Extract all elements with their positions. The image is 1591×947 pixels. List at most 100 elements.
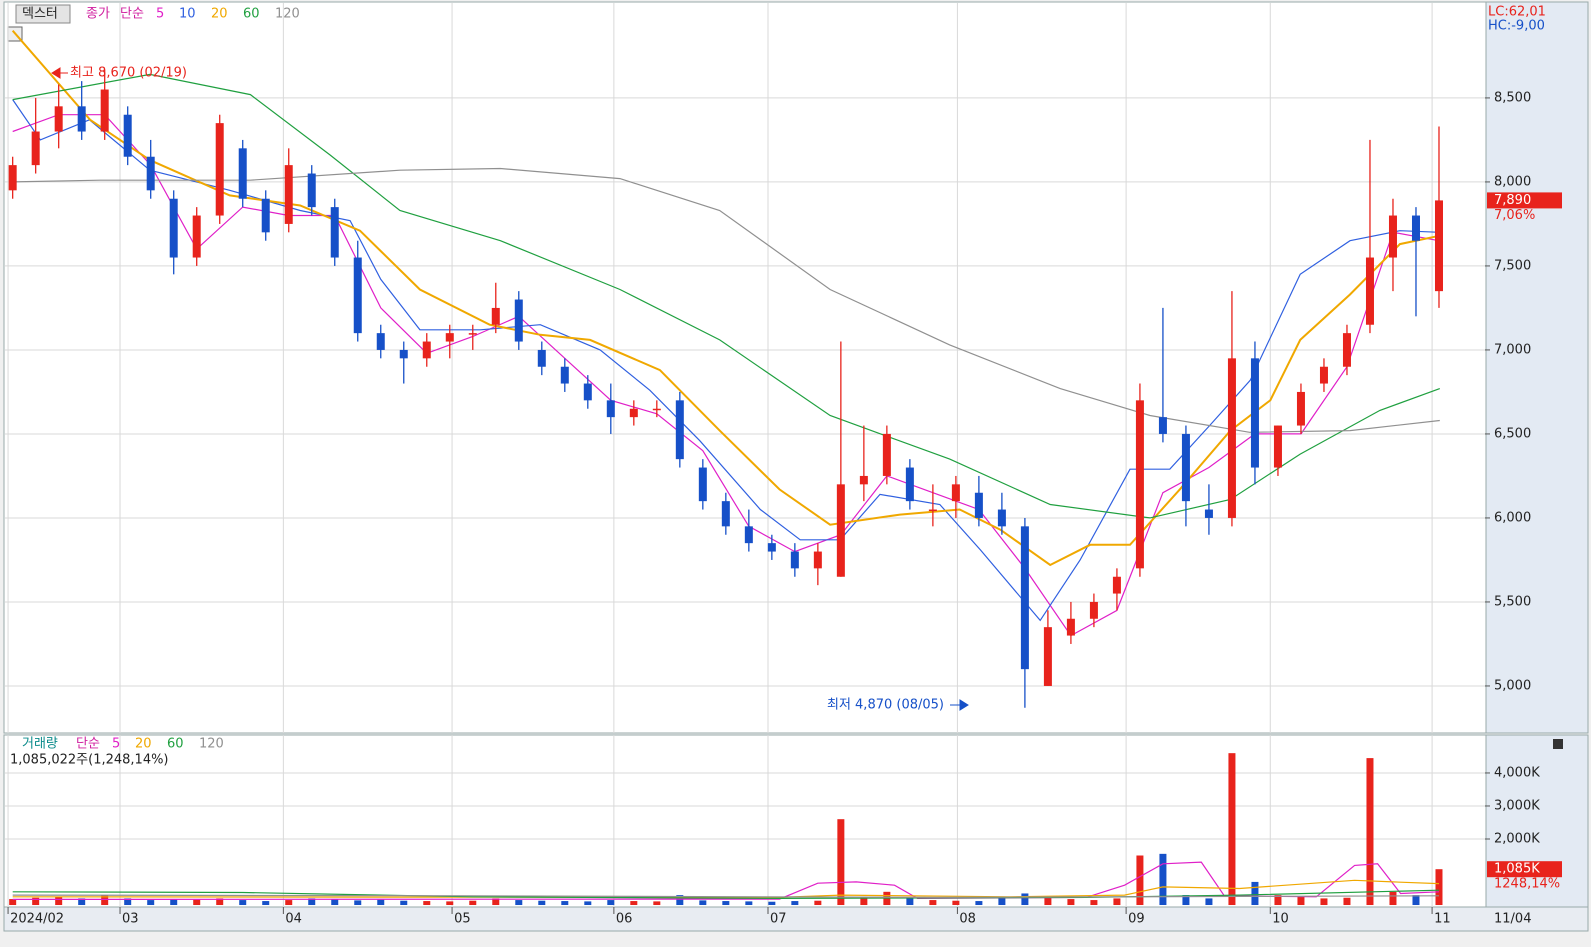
x-axis-end-label: 11/04 bbox=[1494, 912, 1531, 927]
volume-bar bbox=[216, 898, 224, 906]
legend-entry: 120 bbox=[275, 7, 300, 22]
volume-bar bbox=[1113, 898, 1121, 906]
candle-body bbox=[974, 492, 983, 518]
candle-body bbox=[146, 156, 155, 191]
candle-body bbox=[1273, 425, 1282, 468]
candle-body bbox=[422, 341, 431, 359]
volume-bar bbox=[837, 819, 845, 906]
volume-bar bbox=[239, 900, 247, 906]
volume-legend-entry: 5 bbox=[112, 737, 120, 752]
volume-bar bbox=[308, 898, 316, 906]
candle-body bbox=[31, 131, 40, 166]
candle-body bbox=[1158, 417, 1167, 434]
volume-bar bbox=[262, 901, 270, 906]
candle-body bbox=[1020, 526, 1029, 670]
volume-bar bbox=[1044, 896, 1052, 906]
x-tick-label: 09 bbox=[1128, 912, 1145, 927]
candle-body bbox=[951, 484, 960, 502]
candle-body bbox=[790, 551, 799, 569]
volume-bar bbox=[584, 901, 592, 906]
last-volume: 1,085K bbox=[1494, 862, 1540, 877]
volume-bar bbox=[1366, 758, 1374, 906]
volume-bar bbox=[446, 901, 454, 906]
x-tick-label: 10 bbox=[1272, 912, 1289, 927]
candle-body bbox=[744, 526, 753, 544]
volume-bar bbox=[1435, 869, 1443, 906]
candle-body bbox=[445, 333, 454, 342]
volume-bar bbox=[768, 901, 776, 906]
price-pane bbox=[3, 1, 1487, 734]
candle-body bbox=[1066, 618, 1075, 636]
volume-bar bbox=[1067, 899, 1075, 906]
ma-label: 단순 bbox=[120, 7, 144, 22]
x-tick-label: 08 bbox=[959, 912, 976, 927]
last-price: 7,890 bbox=[1494, 193, 1531, 208]
volume-bar bbox=[354, 900, 362, 906]
y-tick-label: 6,000 bbox=[1494, 510, 1531, 525]
candle-body bbox=[514, 299, 523, 342]
low-annotation: 최저 4,870 (08/05) bbox=[827, 698, 944, 713]
candle-body bbox=[77, 106, 86, 132]
candle-body bbox=[721, 501, 730, 527]
ma-line bbox=[12, 114, 1440, 637]
volume-bar bbox=[515, 900, 523, 906]
candle-body bbox=[859, 475, 868, 485]
candle-body bbox=[1135, 400, 1144, 569]
candle-body bbox=[1411, 215, 1420, 241]
volume-ma-label: 단순 bbox=[76, 737, 100, 752]
volume-bar bbox=[331, 899, 339, 906]
candle-body bbox=[399, 349, 408, 359]
volume-bar bbox=[377, 899, 385, 906]
y-tick-label: 5,500 bbox=[1494, 594, 1531, 609]
volume-ma-line bbox=[12, 879, 1440, 899]
volume-pane bbox=[3, 734, 1487, 908]
candle-body bbox=[261, 198, 270, 233]
volume-bar bbox=[1297, 896, 1305, 906]
ma-line bbox=[12, 73, 1441, 519]
candle-body bbox=[192, 215, 201, 258]
x-tick-label: 04 bbox=[285, 912, 302, 927]
title-box bbox=[15, 4, 71, 24]
volume-bar bbox=[1159, 853, 1167, 906]
volume-bar bbox=[9, 899, 17, 906]
candle-body bbox=[882, 433, 891, 476]
volume-ma-line bbox=[12, 861, 1440, 900]
volume-bar bbox=[1389, 891, 1397, 906]
candle-body bbox=[1250, 358, 1259, 468]
volume-bar bbox=[1274, 895, 1282, 906]
x-tick-label: 11 bbox=[1434, 912, 1451, 927]
volume-bar bbox=[676, 895, 684, 906]
candle-body bbox=[307, 173, 316, 208]
volume-bar bbox=[929, 900, 937, 906]
candle-body bbox=[652, 408, 661, 411]
close-pane-button[interactable] bbox=[1553, 739, 1563, 749]
volume-bar bbox=[1343, 897, 1351, 906]
volume-legend-entry: 20 bbox=[135, 737, 152, 752]
candle-body bbox=[997, 509, 1006, 527]
high-annotation: 최고 8,670 (02/19) bbox=[70, 66, 187, 81]
chart-title: 덱스터 bbox=[22, 7, 58, 22]
candle-body bbox=[330, 207, 339, 258]
y-tick-label: 5,000 bbox=[1494, 678, 1531, 693]
y-tick-label: 7,000 bbox=[1494, 342, 1531, 357]
y-tick-label: 2,000K bbox=[1494, 831, 1540, 846]
x-tick-label: 06 bbox=[616, 912, 633, 927]
volume-bar bbox=[400, 900, 408, 906]
candle-body bbox=[1204, 509, 1213, 518]
high-arrow bbox=[51, 67, 68, 79]
volume-bar bbox=[607, 900, 615, 906]
candle-body bbox=[1365, 257, 1374, 325]
candle-body bbox=[1319, 366, 1328, 384]
volume-bar bbox=[1320, 898, 1328, 906]
volume-bar bbox=[722, 901, 730, 906]
volume-bar bbox=[653, 901, 661, 906]
candle-body bbox=[54, 106, 63, 132]
x-tick-label: 2024/02 bbox=[10, 912, 64, 927]
candle-body bbox=[583, 383, 592, 401]
y-tick-label: 7,500 bbox=[1494, 258, 1531, 273]
candle-body bbox=[675, 400, 684, 460]
candle-body bbox=[698, 467, 707, 502]
low-arrow bbox=[950, 699, 969, 711]
candle-body bbox=[491, 307, 500, 325]
